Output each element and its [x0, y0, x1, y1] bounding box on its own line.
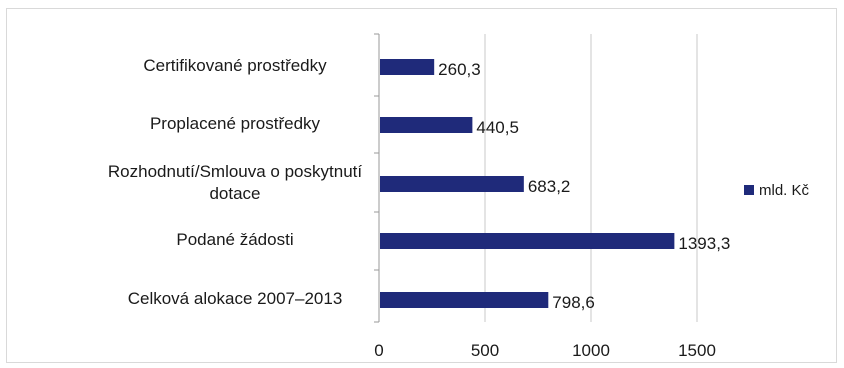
- x-tick-label: 500: [471, 341, 499, 360]
- category-label: Rozhodnutí/Smlouva o poskytnutí: [108, 162, 362, 181]
- data-label: 683,2: [528, 177, 571, 196]
- category-label: Certifikované prostředky: [143, 56, 327, 75]
- data-label: 1393,3: [678, 234, 730, 253]
- bar: [380, 176, 524, 192]
- category-label: Celková alokace 2007–2013: [128, 289, 343, 308]
- category-label: dotace: [209, 184, 260, 203]
- x-tick-label: 0: [374, 341, 383, 360]
- category-label: Proplacené prostředky: [150, 114, 321, 133]
- x-tick-label: 1500: [678, 341, 716, 360]
- legend-swatch: [744, 185, 754, 195]
- legend-label: mld. Kč: [759, 182, 810, 199]
- bar: [380, 233, 675, 249]
- bar: [380, 59, 435, 75]
- data-label: 440,5: [476, 118, 519, 137]
- x-tick-label: 1000: [572, 341, 610, 360]
- data-label: 798,6: [552, 293, 595, 312]
- category-label: Podané žádosti: [176, 230, 293, 249]
- data-label: 260,3: [438, 60, 481, 79]
- bar: [380, 117, 473, 133]
- bar: [380, 292, 549, 308]
